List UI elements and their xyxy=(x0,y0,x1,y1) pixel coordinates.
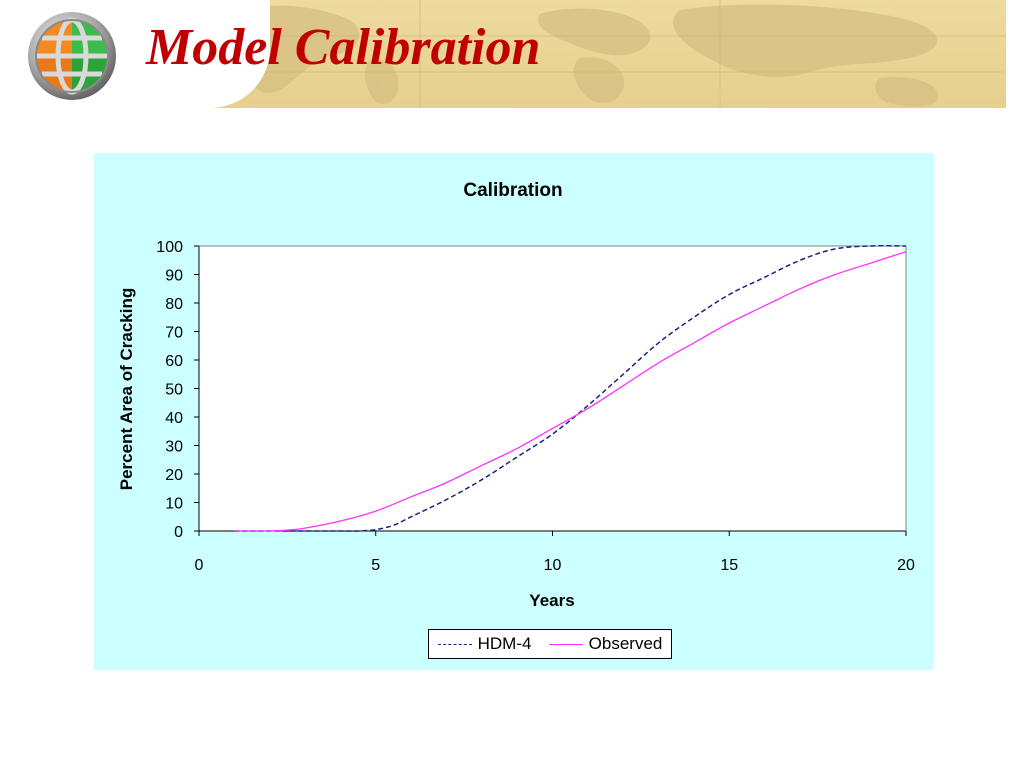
series-layer xyxy=(234,245,907,532)
y-tick-label: 60 xyxy=(165,353,183,370)
chart-panel: Calibration 0 5 10 15 20 0 10 20 30 40 50 60 70 80 90… xyxy=(94,153,934,670)
banner-white-tab xyxy=(120,0,270,108)
legend-item-observed: Observed xyxy=(548,634,663,654)
y-tick-label: 90 xyxy=(165,268,183,285)
chart-legend: HDM-4 Observed xyxy=(428,629,672,659)
x-tick-label: 15 xyxy=(720,557,738,574)
chart-title: Calibration xyxy=(463,180,562,201)
series-line-observed xyxy=(234,251,907,532)
legend-label-hdm4: HDM-4 xyxy=(477,634,532,653)
x-tick-label: 5 xyxy=(371,557,380,574)
x-axis-title: Years xyxy=(529,591,574,610)
globe-icon xyxy=(28,12,116,100)
y-tick-label: 10 xyxy=(165,496,183,513)
plot-area xyxy=(199,246,906,531)
title-banner xyxy=(120,0,1006,108)
legend-swatch-hdm4 xyxy=(437,643,472,645)
y-tick-label: 100 xyxy=(156,239,183,256)
legend-item-hdm4: HDM-4 xyxy=(437,634,532,654)
legend-swatch-observed xyxy=(548,643,583,645)
y-tick-label: 0 xyxy=(174,524,183,541)
chart-svg: Calibration 0 5 10 15 20 0 10 20 30 40 50 60 70 80 90… xyxy=(117,180,915,610)
series-line-hdm4 xyxy=(234,245,907,532)
y-tick-label: 70 xyxy=(165,325,183,342)
legend-label-observed: Observed xyxy=(588,634,663,653)
x-tick-label: 10 xyxy=(544,557,562,574)
y-tick-label: 40 xyxy=(165,410,183,427)
y-tick-label: 50 xyxy=(165,382,183,399)
x-tick-label: 0 xyxy=(195,557,204,574)
y-axis-ticks: 0 10 20 30 40 50 60 70 80 90 100 xyxy=(156,239,199,541)
y-tick-label: 80 xyxy=(165,296,183,313)
y-tick-label: 20 xyxy=(165,467,183,484)
x-axis-ticks: 0 5 10 15 20 xyxy=(195,531,915,574)
x-tick-label: 20 xyxy=(897,557,915,574)
y-tick-label: 30 xyxy=(165,439,183,456)
slide-title: Model Calibration xyxy=(146,19,541,76)
y-axis-title: Percent Area of Cracking xyxy=(117,288,136,491)
